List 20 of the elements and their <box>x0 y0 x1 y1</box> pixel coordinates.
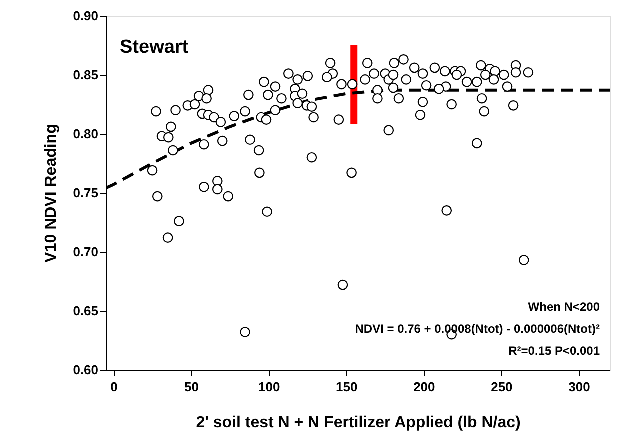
x-tick-label: 100 <box>258 380 280 394</box>
annotation: When N<200 <box>528 300 600 314</box>
y-tick-label: 0.80 <box>73 126 98 142</box>
y-tick-label: 0.75 <box>73 186 98 200</box>
annotation: R²=0.15 P<0.001 <box>508 344 600 358</box>
x-axis-title: 2' soil test N + N Fertilizer Applied (lb N/ac) <box>196 414 521 432</box>
y-tick-label: 0.70 <box>73 244 98 260</box>
y-tick-label: 0.90 <box>73 8 98 24</box>
y-tick-label: 0.65 <box>73 304 98 318</box>
x-tick-label: 300 <box>568 380 590 394</box>
y-tick-label: 0.60 <box>73 362 98 378</box>
x-tick-label: 0 <box>110 380 118 394</box>
annotation: Stewart <box>120 37 190 58</box>
x-tick-label: 250 <box>491 380 513 394</box>
x-tick-label: 50 <box>184 380 200 394</box>
x-tick-label: 200 <box>414 380 436 394</box>
y-tick-label: 0.85 <box>73 68 98 82</box>
y-axis-title: V10 NDVI Reading <box>43 124 60 263</box>
x-tick-label: 150 <box>336 380 358 394</box>
annotation: NDVI = 0.76 + 0.0008(Ntot) - 0.000006(Ntot)² <box>355 322 600 336</box>
